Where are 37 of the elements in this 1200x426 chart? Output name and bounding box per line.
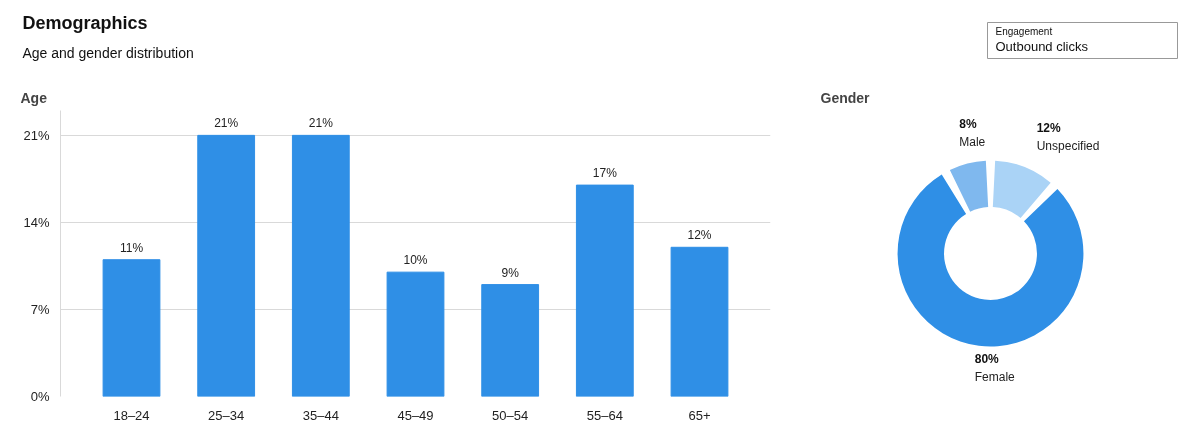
slice-label: Male	[959, 134, 986, 149]
text: Age and gender distribution	[22, 44, 194, 61]
y-tick-label: 14%	[23, 214, 50, 230]
x-tick-label: 50–54	[492, 407, 529, 423]
data-label: 12%	[687, 228, 712, 243]
data-label: 12%	[1036, 121, 1062, 135]
bar	[102, 259, 161, 397]
data-label: 21%	[214, 116, 239, 131]
y-tick-label: 7%	[30, 301, 50, 317]
bar	[197, 134, 256, 397]
bar	[670, 246, 729, 397]
data-label: 8%	[959, 116, 977, 131]
chart-title: Age	[20, 89, 48, 106]
y-tick-label: 21%	[23, 127, 50, 143]
bar	[575, 184, 634, 397]
data-label: 17%	[592, 166, 618, 181]
x-tick-label: 35–44	[302, 407, 339, 423]
data-label: 80%	[974, 352, 1000, 367]
y-tick-label: 0%	[30, 389, 50, 404]
x-tick-label: 55–64	[586, 407, 623, 423]
text: Demographics	[22, 12, 148, 33]
x-tick-label: 65+	[688, 407, 711, 423]
text: Engagement	[995, 25, 1053, 37]
chart-title: Gender	[820, 89, 871, 106]
data-label: 9%	[501, 265, 520, 280]
bar	[291, 134, 350, 397]
data-label: 10%	[403, 253, 428, 268]
x-tick-label: 18–24	[113, 407, 150, 423]
x-tick-label: 45–49	[397, 407, 434, 423]
bar	[386, 271, 445, 397]
data-label: 21%	[308, 116, 334, 131]
slice-label: Female	[974, 370, 1016, 385]
data-label: 11%	[119, 240, 144, 255]
bar	[481, 284, 540, 397]
x-tick-label: 25–34	[208, 407, 245, 423]
text: Outbound clicks	[995, 38, 1089, 54]
slice-label: Unspecified	[1036, 139, 1100, 153]
